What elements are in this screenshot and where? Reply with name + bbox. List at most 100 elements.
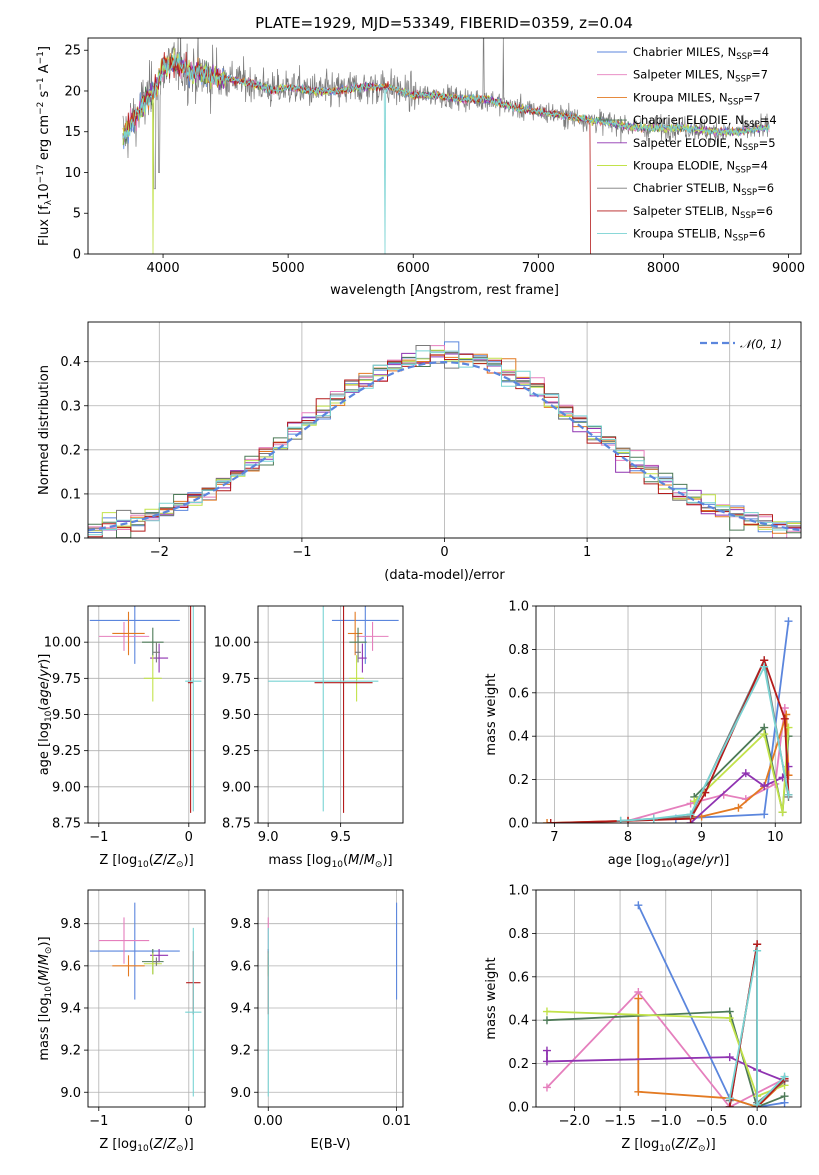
x-tick-label: 7000 [522,261,555,276]
point-salpeter-miles [356,621,389,651]
axes-frame [87,321,802,539]
x-axis-label: wavelength [Angstrom, rest frame] [330,283,559,298]
series-marker-chabrier-elodie [780,1092,789,1101]
y-tick-label: 9.00 [52,780,81,795]
x-tick-label: 8000 [647,261,680,276]
y-label-part: ( [37,981,52,986]
y-tick-label: 10 [64,166,81,181]
x-label-part: Z [log [621,1137,659,1152]
y-label-part: yr [37,662,52,678]
point-kroupa-stelib [185,606,202,812]
legend-label-chabrier-stelib: Chabrier STELIB, NSSP=6 [633,181,774,198]
y-axis-label: mass weight [484,957,499,1039]
chart-age-vs-mass: 9.0 9.5 8.75 9.00 9.25 9.50 9.75 10.00 mass [log… [214,605,404,870]
y-label-part: mass [log [37,997,52,1060]
legend-series-name: Salpeter MILES, N [633,68,735,82]
chart-residuals: −2 −1 0 1 2 0.0 0.1 0.2 0.3 0.4 (data-model)/error… [37,321,802,583]
y-tick-label: 0.3 [60,399,81,414]
legend-series-name: Kroupa MILES, N [633,90,728,104]
x-tick-label: 7 [550,830,558,845]
y-tick-label: 9.0 [230,1086,251,1101]
x-tick-label: 1 [583,545,591,560]
x-label-part: Z [675,1137,686,1152]
x-axis-label: E(B-V) [310,1137,350,1152]
y-tick-label: 9.6 [60,959,81,974]
y-label-part: )] [37,654,52,664]
x-label-part: ( [672,853,677,868]
y-label-part: A [37,64,52,77]
legend-ssp-value: =7 [743,90,760,104]
legend-label-normal: 𝒩(0, 1) [740,337,782,351]
y-tick-label: 8.75 [52,817,81,832]
legend-ssp-value: =4 [760,113,777,127]
x-label-part: 10 [137,1144,149,1154]
y-tick-label: 1.0 [508,884,529,899]
panels-group: 4000 5000 6000 7000 8000 90000510152025wavele… [36,37,805,1154]
y-label-part: −2 [36,102,46,115]
x-tick-label: 0.00 [254,1114,283,1129]
residual-hist-salpeter-stelib [88,353,801,538]
x-tick-label: −1 [89,1114,108,1129]
x-label-part: )] [719,853,729,868]
x-label-part: E(B-V) [310,1137,350,1152]
series-marker-kroupa-elodie [725,1014,734,1023]
x-axis-label: Z [log10(Z/Z⊙)] [99,1137,193,1154]
y-tick-label: 1.0 [508,600,529,615]
y-tick-label: 9.4 [60,1001,81,1016]
legend-ssp-value: =6 [756,204,773,218]
y-label-part: / [37,965,52,970]
x-label-part: 10 [659,1144,671,1154]
axes-frame [535,605,802,824]
x-label-part: ⊙ [176,860,184,870]
x-label-part: Z [153,1137,164,1152]
point-kroupa-stelib [185,927,202,1097]
legend-series-name: Chabrier STELIB, N [633,181,741,195]
y-tick-label: 0.2 [508,773,529,788]
point-salpeter-stelib [187,606,194,813]
y-axis-label: Flux [fλ10−17 erg cm−2 s−1 A−1] [36,46,54,246]
point-chabrier-miles [331,606,399,664]
x-tick-label: 0 [185,830,193,845]
x-label-part: ( [343,853,348,868]
x-label-part: age [677,853,701,868]
y-axis-label: age [log10(age/yr)] [37,654,54,776]
x-label-part: / [359,853,364,868]
x-tick-label: 8 [624,830,632,845]
x-tick-label: 9000 [772,261,805,276]
y-label-part: age [37,681,52,705]
legend-ssp-sub: SSP [740,211,756,221]
x-tick-label: 10 [767,830,784,845]
y-tick-label: 10.00 [214,636,251,651]
point-chabrier-miles [89,902,180,1000]
y-tick-label: 9.2 [60,1044,81,1059]
axes-frame [87,37,802,255]
series-marker-kroupa-miles [634,994,643,1003]
x-tick-label: 9.5 [330,830,351,845]
y-tick-label: 9.8 [60,917,81,932]
series-marker-salpeter-miles [542,1083,551,1092]
x-axis-label: mass [log10(M/M⊙)] [268,853,392,870]
x-label-part: Z [log [99,1137,137,1152]
y-tick-label: 0.4 [508,1014,529,1029]
point-kroupa-elodie [349,655,364,702]
legend-label-chabrier-elodie: Chabrier ELODIE, NSSP=4 [633,113,777,130]
point-kroupa-elodie [143,655,162,702]
chart-mass-vs-ebv: 0.00 0.01 9.0 9.2 9.4 9.6 9.8 E(B-V) [230,889,411,1152]
series-marker-kroupa-stelib [725,1094,734,1103]
y-tick-label: 0.8 [508,927,529,942]
y-label-part: ⊙ [44,947,54,955]
series-marker-salpeter-miles [780,703,789,712]
legend-label-kroupa-miles: Kroupa MILES, NSSP=7 [633,90,760,107]
legend-label-kroupa-stelib: Kroupa STELIB, NSSP=6 [633,227,765,244]
x-tick-label: −2.0 [559,1114,591,1129]
x-label-part: M [348,853,359,868]
series-marker-kroupa-elodie [542,1007,551,1016]
series-marker-kroupa-miles [734,803,743,812]
point-kroupa-stelib [268,606,379,812]
legend-series-name: Salpeter STELIB, N [633,204,740,218]
y-tick-label: 9.0 [60,1086,81,1101]
series-marker-chabrier-elodie [542,1016,551,1025]
legend-ssp-sub: SSP [733,234,749,244]
series-marker-kroupa-stelib [616,816,625,823]
